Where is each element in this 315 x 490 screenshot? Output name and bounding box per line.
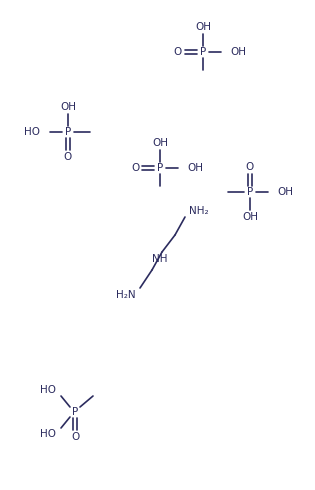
Text: P: P [72,407,78,417]
Text: OH: OH [187,163,203,173]
Text: OH: OH [242,212,258,222]
Text: O: O [174,47,182,57]
Text: OH: OH [230,47,246,57]
Text: HO: HO [40,429,56,439]
Text: OH: OH [277,187,293,197]
Text: HO: HO [40,385,56,395]
Text: NH₂: NH₂ [189,206,209,216]
Text: O: O [131,163,139,173]
Text: OH: OH [60,102,76,112]
Text: O: O [246,162,254,172]
Text: H₂N: H₂N [116,290,136,300]
Text: P: P [157,163,163,173]
Text: NH: NH [152,254,168,264]
Text: OH: OH [195,22,211,32]
Text: P: P [247,187,253,197]
Text: P: P [200,47,206,57]
Text: O: O [71,432,79,442]
Text: HO: HO [24,127,40,137]
Text: O: O [64,152,72,162]
Text: P: P [65,127,71,137]
Text: OH: OH [152,138,168,148]
